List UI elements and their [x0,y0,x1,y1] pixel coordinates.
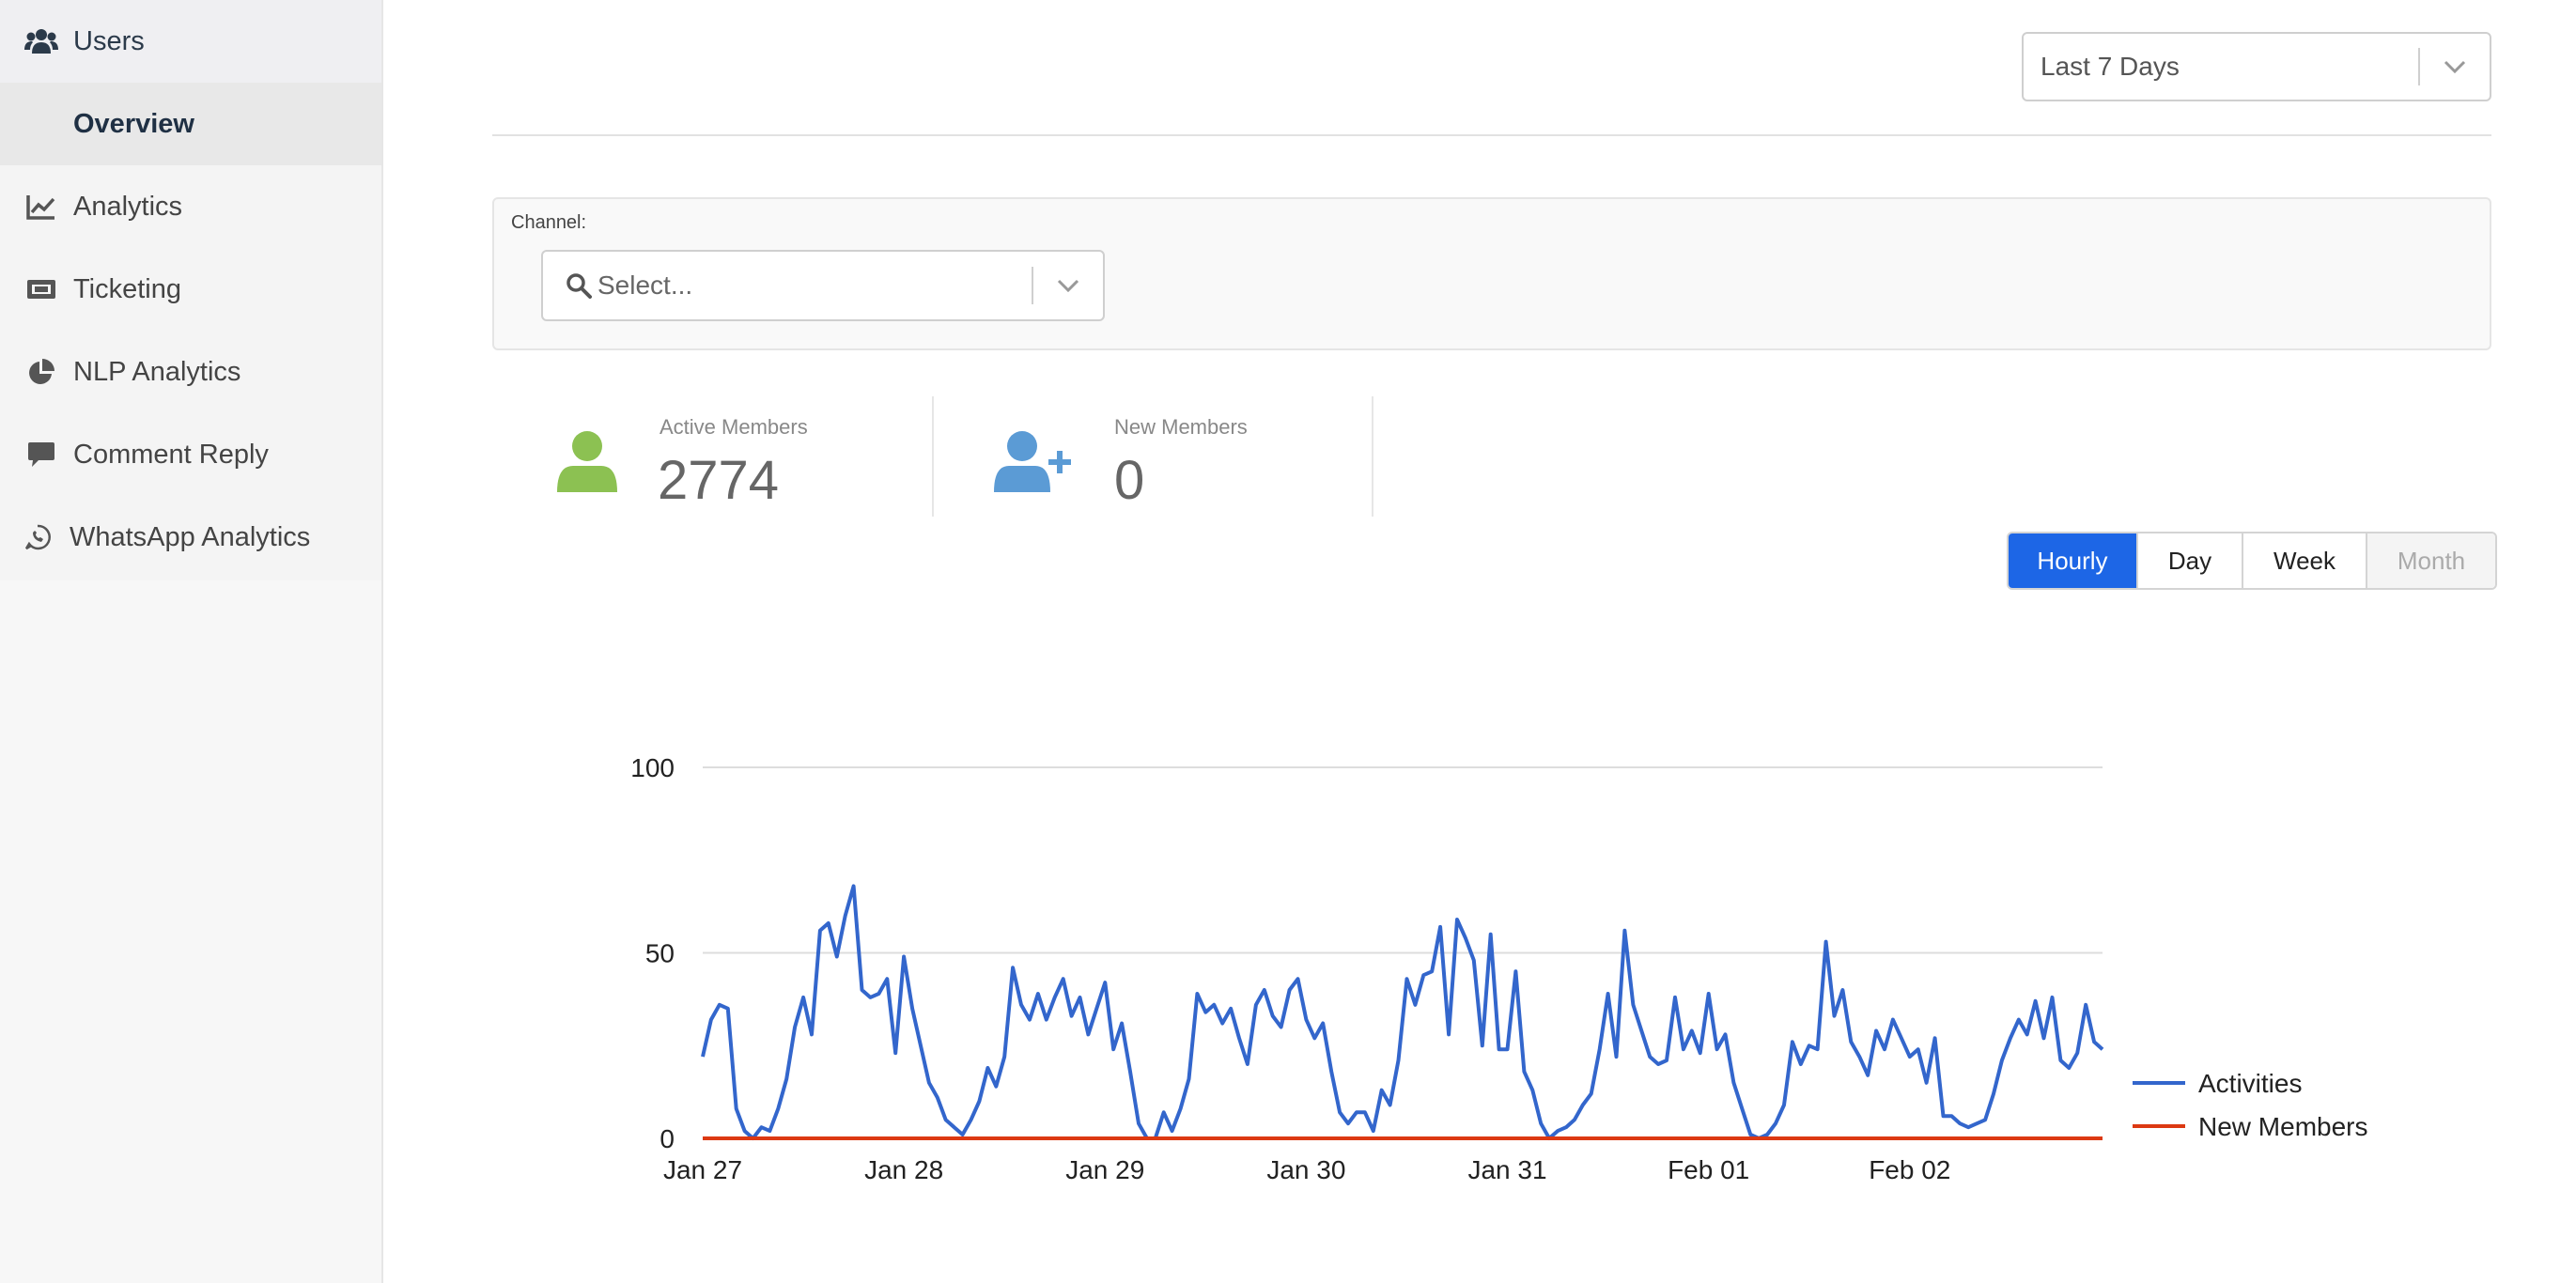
sidebar-item-whatsapp-analytics[interactable]: WhatsApp Analytics [0,496,381,579]
chevron-down-icon[interactable] [2420,60,2490,73]
x-tick-label: Jan 29 [1065,1155,1144,1184]
new-members-stat: New Members 0 [992,394,1368,517]
x-tick-label: Jan 27 [663,1155,742,1184]
sidebar-item-label: Analytics [73,191,183,222]
sidebar-item-comment-reply[interactable]: Comment Reply [0,413,381,496]
sidebar-item-ticketing[interactable]: Ticketing [0,248,381,331]
new-members-label: New Members [1114,415,1248,439]
new-members-value: 0 [1114,450,1145,511]
y-tick-label: 0 [660,1124,675,1153]
sidebar: Users Overview Analytics Ticketing [0,0,383,1283]
user-plus-icon [992,428,1073,499]
chevron-down-icon[interactable] [1033,279,1103,292]
select-separator [1032,267,1033,304]
sidebar-item-nlp-analytics[interactable]: NLP Analytics [0,331,381,413]
sidebar-item-users[interactable]: Users [0,0,381,83]
sidebar-item-label: Users [73,25,145,56]
period-day-button[interactable]: Day [2138,533,2243,588]
x-tick-label: Jan 30 [1266,1155,1345,1184]
sidebar-item-analytics[interactable]: Analytics [0,165,381,248]
y-tick-label: 50 [645,939,675,968]
header-divider [492,134,2491,136]
stat-divider [1372,396,1373,517]
x-tick-label: Jan 31 [1467,1155,1546,1184]
date-range-value: Last 7 Days [2041,52,2180,81]
sidebar-item-label: Ticketing [73,273,181,304]
whatsapp-icon [21,520,54,554]
users-icon [24,24,58,58]
pie-chart-icon [24,355,58,389]
active-members-label: Active Members [660,415,808,439]
period-hourly-button[interactable]: Hourly [2009,533,2138,588]
stat-divider [932,396,934,517]
period-toggle-group: Hourly Day Week Month [2007,532,2497,590]
sidebar-item-label: Overview [73,108,194,139]
y-tick-label: 100 [630,753,675,782]
channel-label: Channel: [511,212,587,233]
line-chart-icon [24,190,58,224]
ticket-icon [24,272,58,306]
sidebar-item-overview[interactable]: Overview [0,83,381,165]
filter-panel: Channel: Select... [492,197,2491,350]
series-line-0 [701,884,2104,1140]
sidebar-menu-background [0,165,381,580]
active-members-stat: Active Members 2774 [545,394,921,517]
x-tick-label: Feb 01 [1668,1155,1749,1184]
sidebar-item-label: NLP Analytics [73,356,241,387]
channel-select[interactable]: Select... [541,250,1105,321]
channel-placeholder: Select... [597,271,693,300]
search-icon [566,272,592,299]
sidebar-item-label: Comment Reply [73,439,269,470]
legend-label: Activities [2198,1069,2302,1098]
period-month-button[interactable]: Month [2367,533,2495,588]
x-tick-label: Feb 02 [1869,1155,1950,1184]
date-range-select[interactable]: Last 7 Days [2022,32,2491,101]
x-tick-label: Jan 28 [864,1155,943,1184]
period-week-button[interactable]: Week [2243,533,2367,588]
comment-icon [24,438,58,471]
legend-label: New Members [2198,1112,2367,1141]
sidebar-item-label: WhatsApp Analytics [70,521,311,552]
select-separator [2418,48,2420,85]
active-members-value: 2774 [658,450,780,511]
user-icon [554,428,620,499]
